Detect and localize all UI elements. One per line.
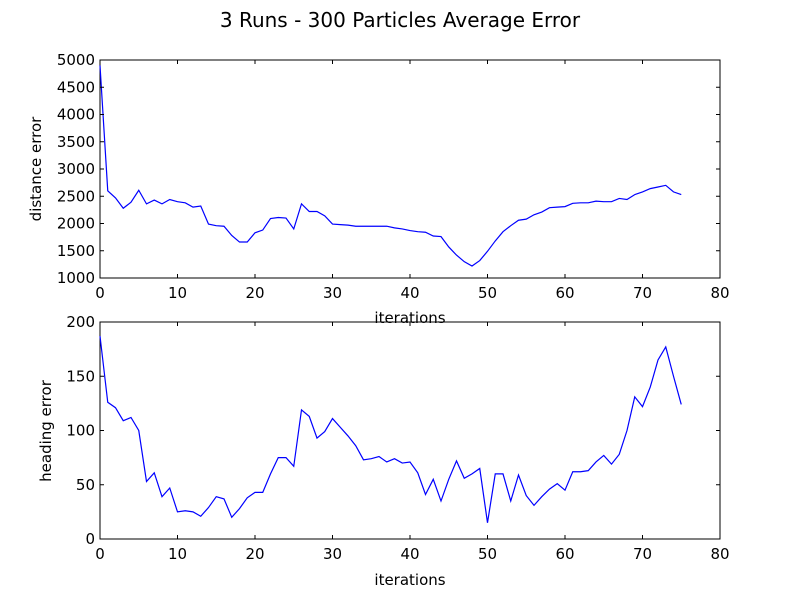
heading-error-y-tick-label: 100 <box>66 422 95 440</box>
distance-error-y-tick-label: 4000 <box>57 106 95 124</box>
distance-error-x-tick-label: 10 <box>168 284 187 302</box>
heading-error-panel: 0 10 20 30 40 50 60 70 80 0 50 100 150 200 iterations… <box>37 313 730 589</box>
distance-error-y-tick-label: 2500 <box>57 187 95 205</box>
distance-error-y-tick-label: 3000 <box>57 160 95 178</box>
distance-error-x-tick-label: 30 <box>323 284 342 302</box>
distance-error-y-tick-label: 3500 <box>57 133 95 151</box>
distance-error-ticks: 0 10 20 30 40 50 60 70 80 1000 1500 2000 2500 3000 350… <box>57 51 730 302</box>
heading-error-x-tick-label: 20 <box>245 545 264 563</box>
heading-error-x-label: iterations <box>374 571 445 589</box>
heading-error-x-tick-label: 10 <box>168 545 187 563</box>
distance-error-x-tick-label: 40 <box>400 284 419 302</box>
distance-error-panel: 0 10 20 30 40 50 60 70 80 1000 1500 2000 2500 3000 350… <box>27 51 730 327</box>
distance-error-y-tick-label: 1000 <box>57 269 95 287</box>
distance-error-x-tick-label: 70 <box>633 284 652 302</box>
heading-error-x-tick-label: 70 <box>633 545 652 563</box>
heading-error-x-tick-label: 40 <box>400 545 419 563</box>
heading-error-x-tick-label: 80 <box>710 545 729 563</box>
heading-error-y-tick-label: 0 <box>85 530 95 548</box>
heading-error-x-tick-label: 60 <box>555 545 574 563</box>
distance-error-line <box>99 65 682 267</box>
heading-error-x-tick-label: 0 <box>95 545 105 563</box>
heading-error-x-tick-label: 30 <box>323 545 342 563</box>
figure-title: 3 Runs - 300 Particles Average Error <box>220 8 581 32</box>
heading-error-y-tick-label: 200 <box>66 313 95 331</box>
distance-error-x-tick-label: 60 <box>555 284 574 302</box>
distance-error-y-tick-label: 5000 <box>57 51 95 69</box>
distance-error-x-tick-label: 80 <box>710 284 729 302</box>
distance-error-y-tick-label: 2000 <box>57 215 95 233</box>
heading-error-y-tick-label: 150 <box>66 367 95 385</box>
distance-error-x-tick-label: 50 <box>478 284 497 302</box>
distance-error-y-tick-label: 1500 <box>57 242 95 260</box>
distance-error-y-label: distance error <box>27 116 45 221</box>
heading-error-line <box>99 336 682 523</box>
heading-error-x-tick-label: 50 <box>478 545 497 563</box>
distance-error-x-tick-label: 20 <box>245 284 264 302</box>
heading-error-y-label: heading error <box>37 379 55 482</box>
distance-error-y-tick-label: 4500 <box>57 78 95 96</box>
heading-error-ticks: 0 10 20 30 40 50 60 70 80 0 50 100 150 200 <box>66 313 729 563</box>
distance-error-x-tick-label: 0 <box>95 284 105 302</box>
heading-error-y-tick-label: 50 <box>76 476 95 494</box>
